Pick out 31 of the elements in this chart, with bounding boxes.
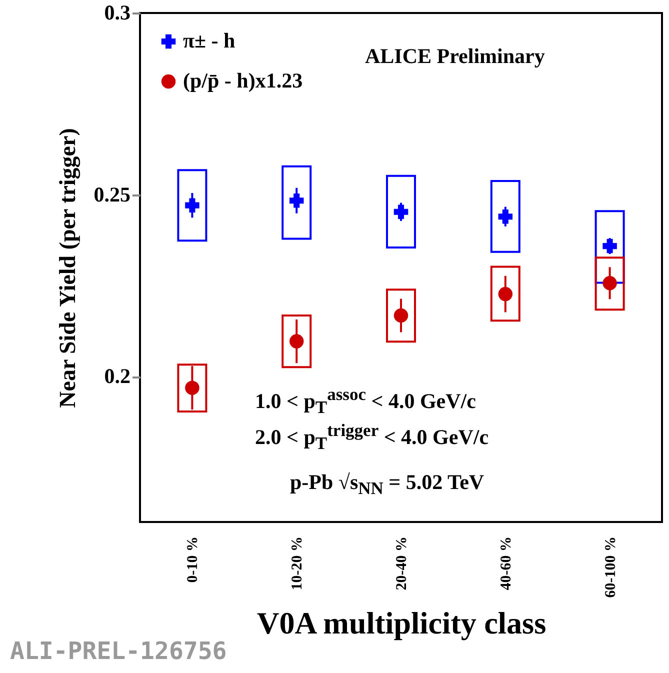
- bar: [282, 165, 312, 240]
- bar: [177, 169, 208, 242]
- bar: [594, 256, 625, 311]
- bar: [282, 314, 312, 368]
- bar: [386, 174, 416, 249]
- x-tick-label: 10-20 %: [290, 536, 306, 590]
- x-tick-label: 20-40 %: [394, 536, 410, 590]
- annotation: 1.0 < p$_{T}$$^{assoc}$ < 4.0 GeV/c: [255, 384, 476, 418]
- y-axis-title: Near Side Yield (per trigger): [54, 128, 81, 408]
- x-tick-label: 40-60 %: [498, 536, 514, 590]
- bar: [177, 364, 208, 412]
- point: [394, 204, 408, 219]
- point: [498, 209, 513, 224]
- text: ALI-PREL-126756: [10, 637, 227, 665]
- annotation: 2.0 < p$_{T}$$^{trigger}$ < 4.0 GeV/c: [255, 420, 489, 454]
- bar: [490, 180, 520, 253]
- bar: [386, 288, 416, 343]
- x-axis-title: V0A multiplicity class: [256, 606, 546, 641]
- annotation: ALICE Preliminary: [365, 44, 545, 69]
- x-tick-label: 60-100 %: [602, 536, 619, 598]
- legend-label: π± - h: [183, 28, 236, 52]
- bar: [490, 266, 520, 322]
- y-tick-label: 0.3: [104, 0, 130, 24]
- legend-label: (p/p̄ - h)x1.23: [183, 68, 303, 92]
- x-tick-label: 0-10 %: [185, 536, 202, 583]
- point: [289, 193, 304, 208]
- point: [185, 198, 200, 212]
- y-tick-label: 0.2: [104, 364, 130, 388]
- y-tick-label: 0.25: [94, 182, 130, 206]
- point: [602, 238, 617, 254]
- annotation: p-Pb √s$_{NN}$ = 5.02 TeV: [290, 470, 484, 500]
